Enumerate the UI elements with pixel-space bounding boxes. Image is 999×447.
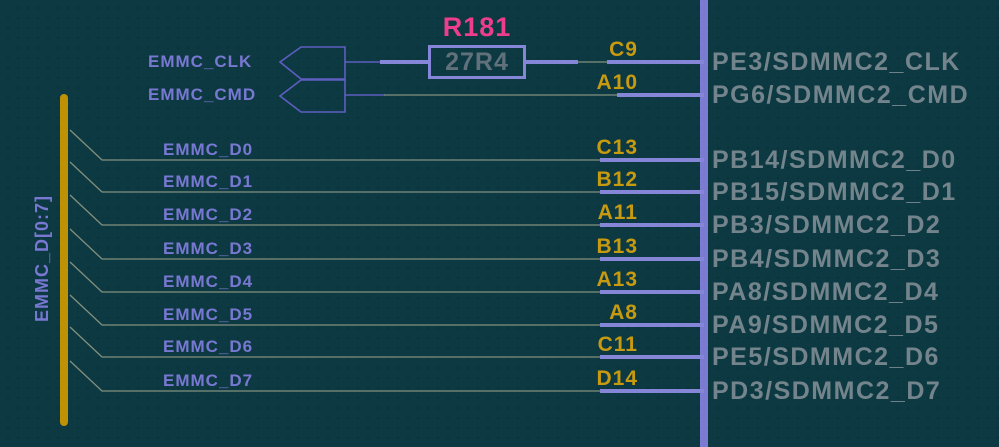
resistor-body[interactable]: 27R4 bbox=[428, 45, 526, 79]
pin-name-pb3[interactable]: PB3/SDMMC2_D2 bbox=[712, 211, 942, 239]
pin-name-pa8[interactable]: PA8/SDMMC2_D4 bbox=[712, 278, 940, 306]
net-label-emmc-d5[interactable]: EMMC_D5 bbox=[163, 305, 254, 324]
port-shape-emmc-clk[interactable] bbox=[278, 46, 346, 80]
net-label-emmc-d4[interactable]: EMMC_D4 bbox=[163, 272, 254, 291]
pin-number-a13[interactable]: A13 bbox=[596, 268, 638, 291]
pin-name-pg6[interactable]: PG6/SDMMC2_CMD bbox=[712, 81, 970, 109]
port-shape-emmc-cmd[interactable] bbox=[278, 79, 346, 113]
pin-number-b13[interactable]: B13 bbox=[596, 235, 638, 258]
pin-number-c9[interactable]: C9 bbox=[609, 38, 638, 61]
pin-number-a11[interactable]: A11 bbox=[597, 201, 638, 224]
pin-name-pe3[interactable]: PE3/SDMMC2_CLK bbox=[712, 48, 961, 76]
net-label-emmc-d2[interactable]: EMMC_D2 bbox=[163, 205, 254, 224]
pin-number-b12[interactable]: B12 bbox=[596, 168, 638, 191]
net-label-emmc-clk[interactable]: EMMC_CLK bbox=[148, 52, 253, 71]
pin-name-pd3[interactable]: PD3/SDMMC2_D7 bbox=[712, 377, 942, 405]
net-label-emmc-d0[interactable]: EMMC_D0 bbox=[163, 140, 254, 159]
pin-name-pa9[interactable]: PA9/SDMMC2_D5 bbox=[712, 311, 940, 339]
net-label-emmc-d6[interactable]: EMMC_D6 bbox=[163, 337, 254, 356]
net-label-emmc-d7[interactable]: EMMC_D7 bbox=[163, 371, 254, 390]
bus-net-label[interactable]: EMMC_D[0:7] bbox=[32, 194, 52, 322]
pin-number-a10[interactable]: A10 bbox=[596, 71, 638, 94]
pin-number-c13[interactable]: C13 bbox=[596, 136, 638, 159]
resistor-value: 27R4 bbox=[445, 48, 509, 76]
net-label-emmc-d1[interactable]: EMMC_D1 bbox=[163, 172, 254, 191]
pin-name-pe5[interactable]: PE5/SDMMC2_D6 bbox=[712, 343, 940, 371]
pin-name-pb4[interactable]: PB4/SDMMC2_D3 bbox=[712, 245, 942, 273]
pin-name-pb15[interactable]: PB15/SDMMC2_D1 bbox=[712, 178, 957, 206]
pin-name-pb14[interactable]: PB14/SDMMC2_D0 bbox=[712, 146, 957, 174]
pin-number-d14[interactable]: D14 bbox=[596, 367, 638, 390]
pin-number-c11[interactable]: C11 bbox=[597, 333, 638, 356]
pin-number-a8[interactable]: A8 bbox=[609, 301, 638, 324]
net-label-emmc-d3[interactable]: EMMC_D3 bbox=[163, 239, 254, 258]
net-label-emmc-cmd[interactable]: EMMC_CMD bbox=[148, 85, 257, 104]
resistor-designator[interactable]: R181 bbox=[442, 12, 512, 42]
